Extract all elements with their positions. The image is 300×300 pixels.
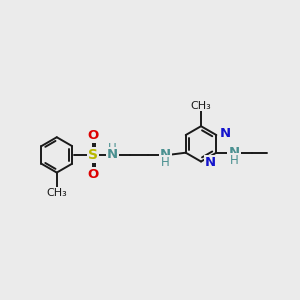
Text: N: N — [107, 148, 118, 161]
Text: N: N — [228, 146, 240, 159]
Text: N: N — [220, 127, 231, 140]
Text: S: S — [88, 148, 98, 162]
Text: CH₃: CH₃ — [46, 188, 67, 198]
Text: H: H — [161, 156, 170, 169]
Text: CH₃: CH₃ — [191, 100, 212, 111]
Text: H: H — [108, 142, 117, 155]
Text: N: N — [205, 156, 216, 169]
Text: O: O — [87, 168, 98, 181]
Text: O: O — [87, 129, 98, 142]
Text: H: H — [230, 154, 238, 167]
Text: N: N — [160, 148, 171, 161]
